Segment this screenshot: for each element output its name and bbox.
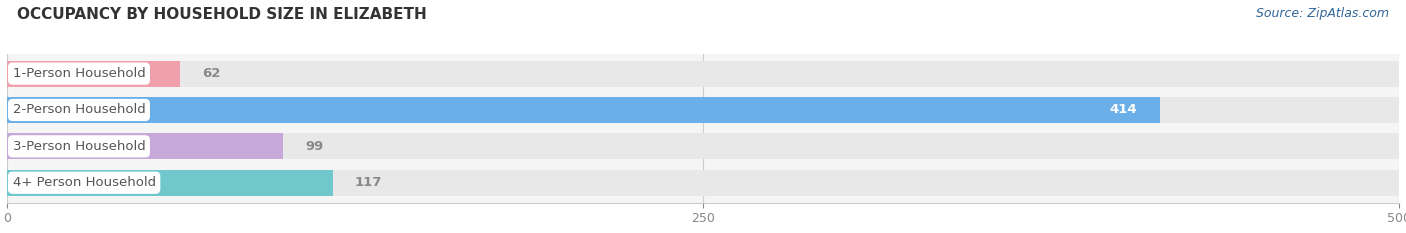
Bar (7, 61, 180, 87)
Text: 414: 414 (1109, 103, 1137, 116)
Text: 2-Person Household: 2-Person Household (13, 103, 145, 116)
Text: 117: 117 (356, 176, 382, 189)
Text: 99: 99 (305, 140, 323, 153)
Text: 1-Person Household: 1-Person Household (13, 67, 145, 80)
Bar (7, 61, 1399, 87)
Bar (7, 97, 1160, 123)
Bar (7, 97, 1399, 123)
Bar (7, 170, 1399, 196)
Bar (7, 133, 283, 159)
Text: 62: 62 (202, 67, 221, 80)
Text: 3-Person Household: 3-Person Household (13, 140, 145, 153)
Text: 4+ Person Household: 4+ Person Household (13, 176, 156, 189)
Bar (7, 133, 1399, 159)
Text: OCCUPANCY BY HOUSEHOLD SIZE IN ELIZABETH: OCCUPANCY BY HOUSEHOLD SIZE IN ELIZABETH (17, 7, 426, 22)
Bar (7, 170, 333, 196)
Text: Source: ZipAtlas.com: Source: ZipAtlas.com (1256, 7, 1389, 20)
